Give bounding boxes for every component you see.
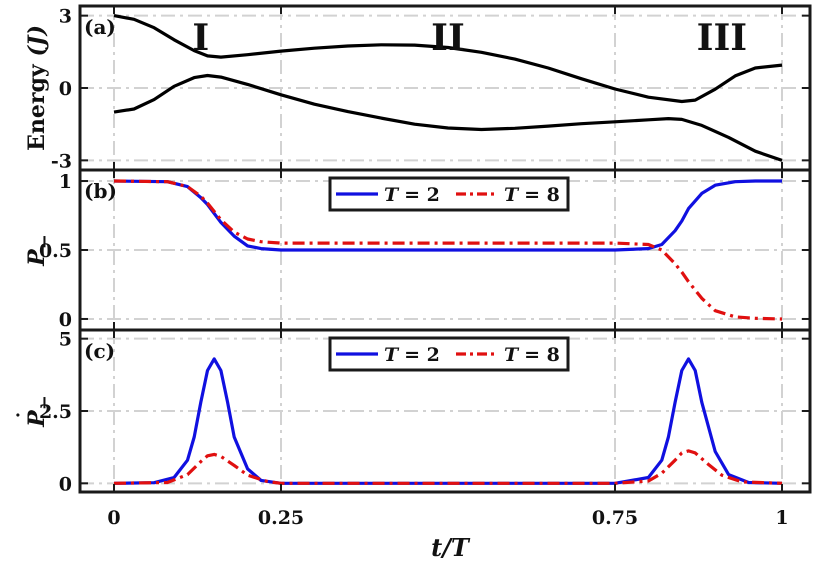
region-label: II [431,17,465,59]
shared-x-axis: t/T 0 0.25 0.75 1 [107,507,788,562]
legend: T = 2 T = 8 [328,336,570,372]
legend-entry: T = 8 [504,184,560,206]
y-axis-label-dot: ˙ [14,410,40,421]
y-axis-label-text: P [24,409,50,428]
y-axis-label: P− [24,234,55,267]
x-tick-label: 0 [107,507,120,529]
legend-entry-value: = 8 [524,184,560,206]
series-line-T8 [113,449,783,485]
region-label: I [192,17,209,59]
panel-label: (a) [84,15,116,39]
x-tick-label: 0.75 [592,507,638,529]
legend-entry-symbol: T [384,184,400,206]
x-tick-label: 0.25 [258,507,304,529]
y-axis-label-unit: (J) [24,25,50,56]
series-line-T8 [113,179,783,321]
legend-entry-symbol: T [504,344,520,366]
y-axis-label-subscript: − [34,234,55,249]
legend-box [328,336,570,372]
panel-c: 02.55 (c)P−˙T = 2 T = 8 [14,328,812,495]
grid [80,6,810,170]
panel-a: -303 (a)Energy(J) I II III [24,4,812,172]
legend-entry-value: = 2 [404,344,440,366]
legend-entry-symbol: T [504,184,520,206]
x-tick-label: 1 [775,507,788,529]
x-axis-label: t/T [431,533,471,562]
y-tick-label: 1 [59,171,72,193]
series-line-T2 [113,357,783,485]
y-tick-label: 0 [59,78,72,100]
y-axis-label-text: Energy [24,63,50,151]
region-label: III [697,17,748,59]
y-axis-label: Energy (J) [24,25,50,151]
panel-b: 00.51 (b)P−T = 2 T = 8 [24,168,812,332]
panel-label: (b) [84,179,117,203]
y-axis-label: P− [24,395,55,428]
series-line-0 [113,14,783,104]
legend-entry-symbol: T [384,344,400,366]
legend-entry-value: = 8 [524,344,560,366]
y-tick-label: 0 [59,309,72,331]
series-line-1 [113,73,783,162]
y-tick-label: 0.5 [39,240,72,262]
y-tick-label: 5 [59,329,72,351]
legend: T = 2 T = 8 [328,176,570,212]
series-line-T2 [113,179,782,252]
y-axis-label-subscript: − [34,395,55,410]
legend-entry: T = 2 [384,184,440,206]
y-tick-label: 2.5 [39,401,72,423]
legend-entry-value: = 2 [404,184,440,206]
y-tick-label: 3 [59,6,72,28]
legend-entry: T = 8 [504,344,560,366]
y-tick-label: -3 [51,150,72,172]
y-tick-label: 0 [59,473,72,495]
y-axis-label-text: P [24,248,50,267]
legend-entry: T = 2 [384,344,440,366]
panel-label: (c) [84,339,115,363]
